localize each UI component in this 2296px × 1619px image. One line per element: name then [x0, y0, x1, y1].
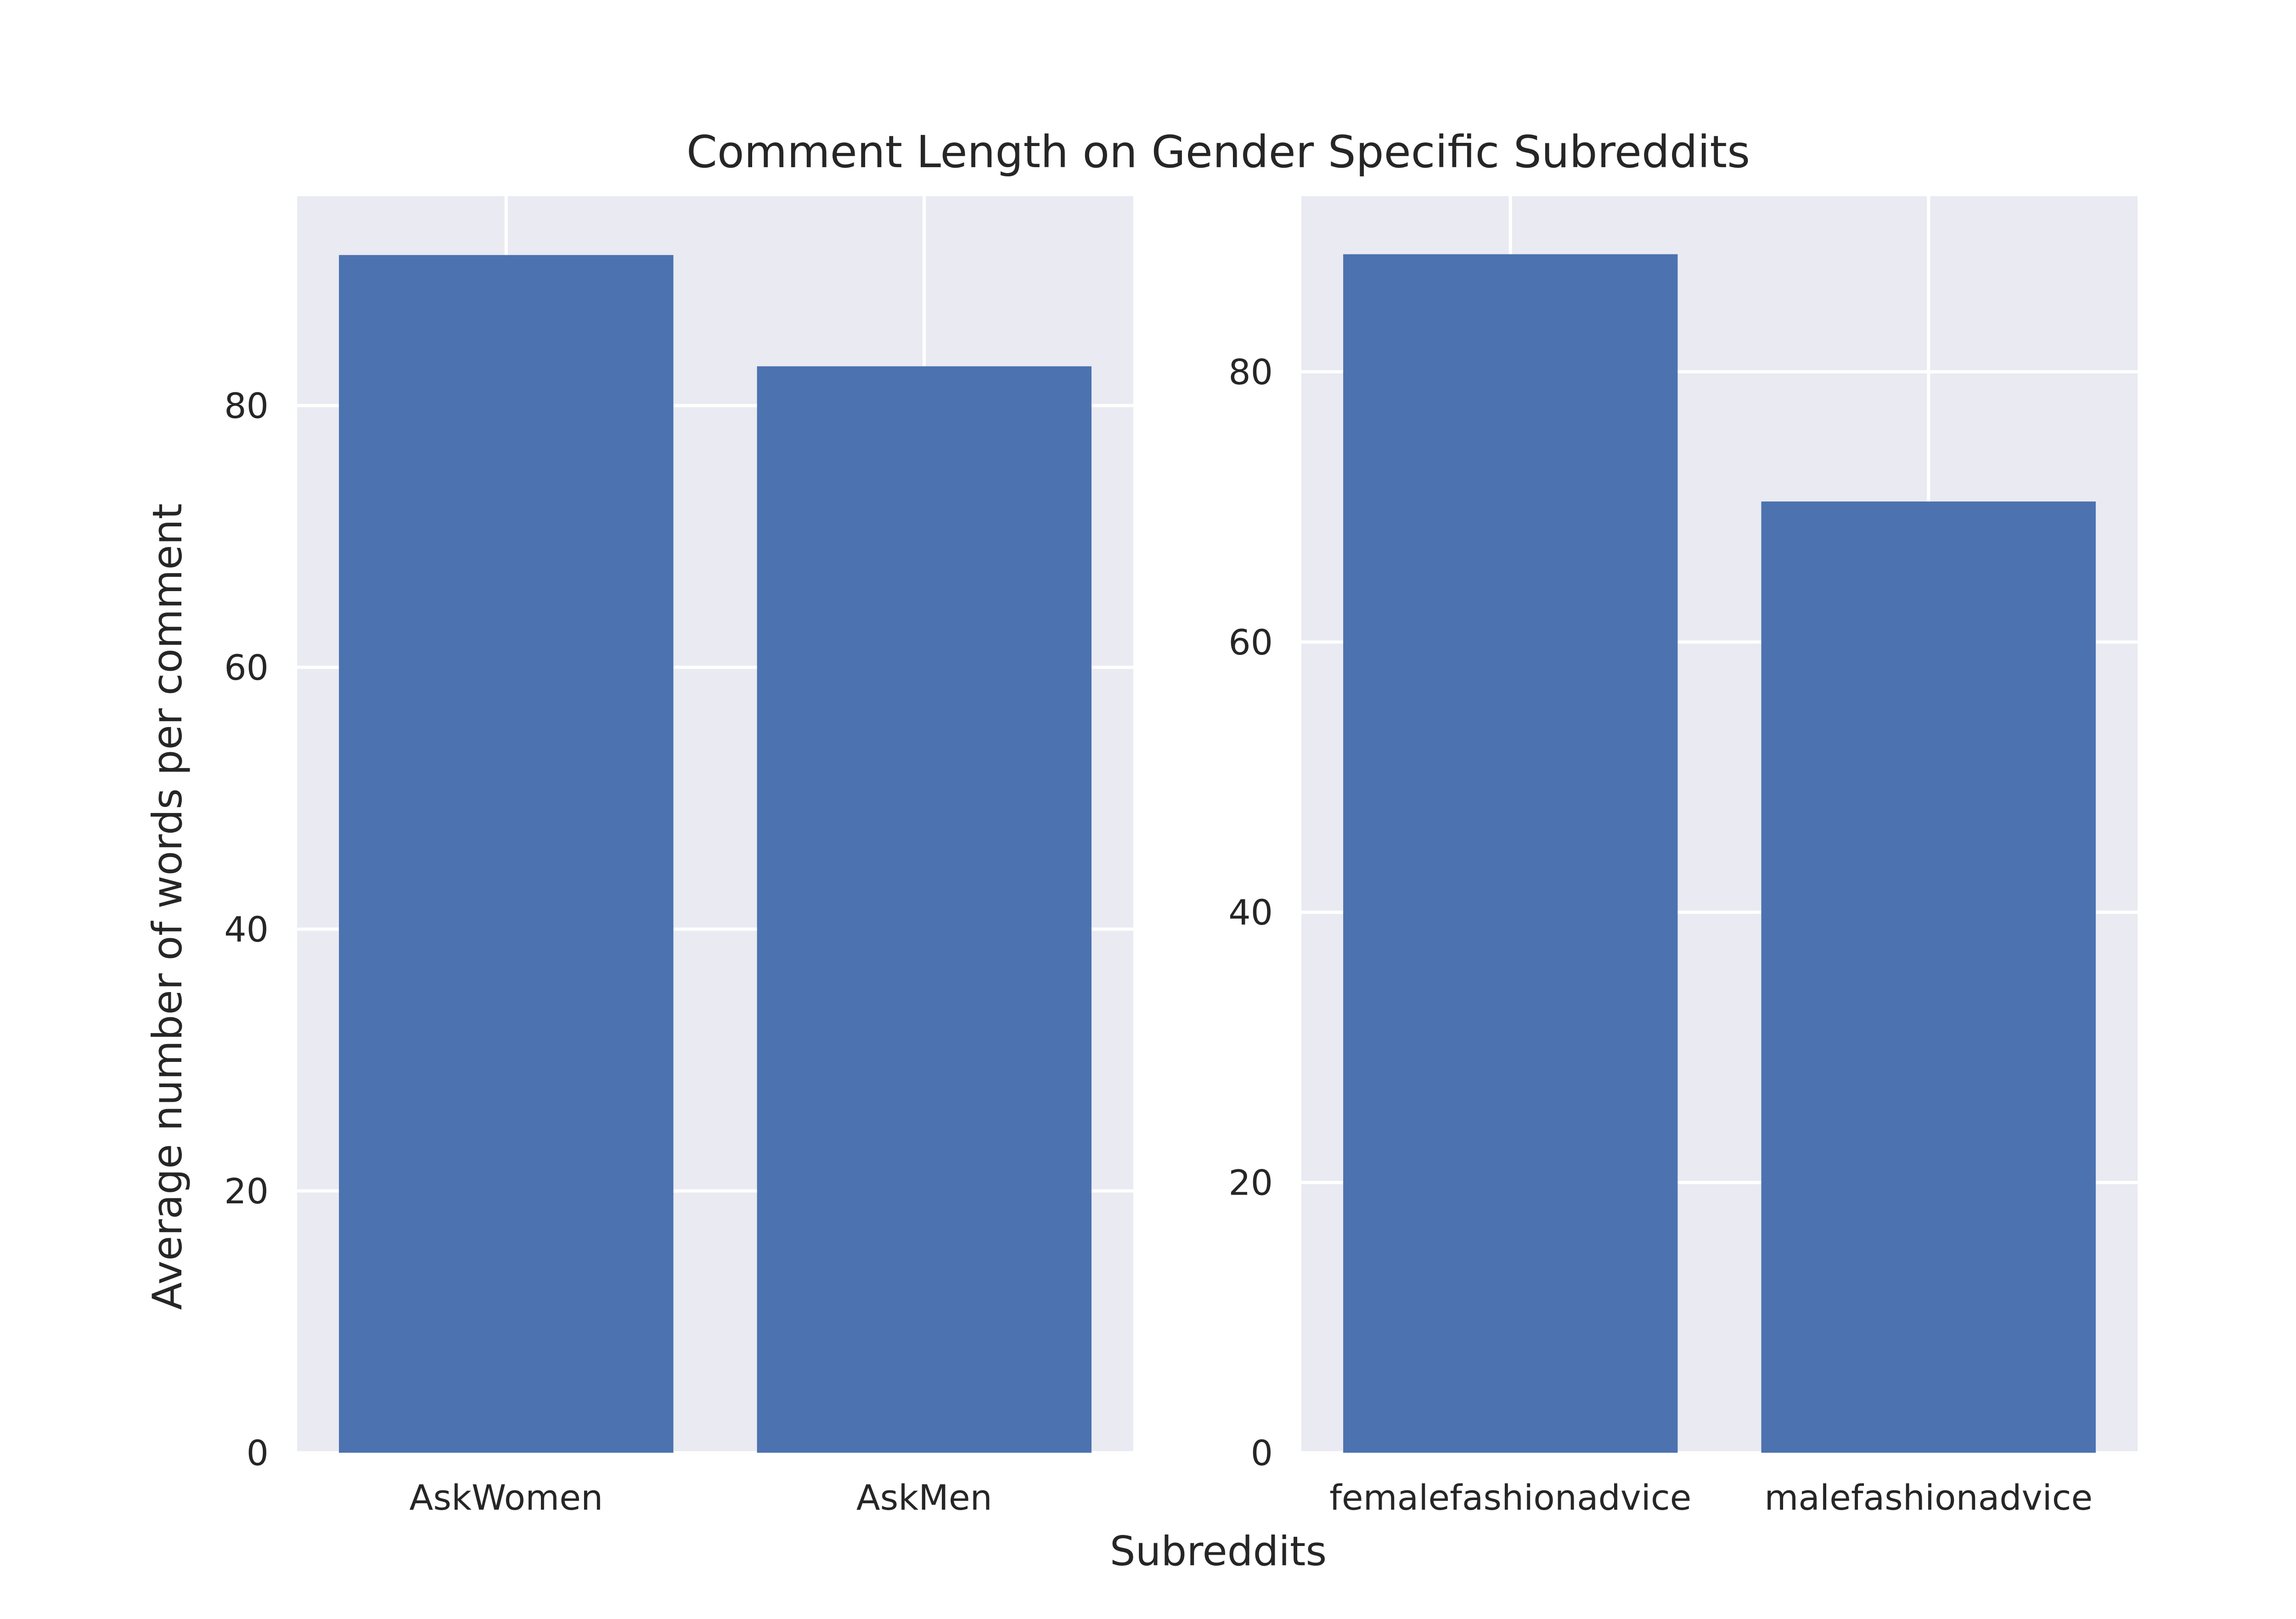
- bar-malefashionadvice: [1761, 501, 2096, 1453]
- bar-AskMen: [757, 366, 1092, 1453]
- y-tick-label: 20: [224, 1171, 269, 1212]
- chart-title: Comment Length on Gender Specific Subred…: [687, 126, 1750, 178]
- y-tick-label: 0: [247, 1433, 269, 1473]
- y-tick-label: 60: [1228, 622, 1273, 663]
- y-tick-label: 80: [224, 385, 269, 426]
- x-tick-label: AskMen: [856, 1477, 992, 1518]
- y-tick-label: 80: [1228, 351, 1273, 392]
- bar-AskWomen: [339, 255, 674, 1453]
- x-tick-label: AskWomen: [409, 1477, 603, 1518]
- left-subplot: 0 20 40 60 80 AskWomen AskMen: [224, 196, 1133, 1518]
- bar-femalefashionadvice: [1343, 254, 1678, 1453]
- y-tick-label: 40: [224, 909, 269, 950]
- x-tick-label: femalefashionadvice: [1329, 1477, 1691, 1518]
- y-tick-label: 60: [224, 647, 269, 688]
- right-subplot: 0 20 40 60 80 femalefashionadvice malefashiona…: [1228, 196, 2138, 1518]
- x-tick-label: malefashionadvice: [1764, 1477, 2093, 1518]
- x-axis-label: Subreddits: [1110, 1528, 1327, 1575]
- y-axis-label: Average number of words per comment: [144, 503, 191, 1310]
- y-tick-label: 40: [1228, 892, 1273, 933]
- y-tick-label: 0: [1251, 1433, 1273, 1473]
- y-tick-label: 20: [1228, 1162, 1273, 1203]
